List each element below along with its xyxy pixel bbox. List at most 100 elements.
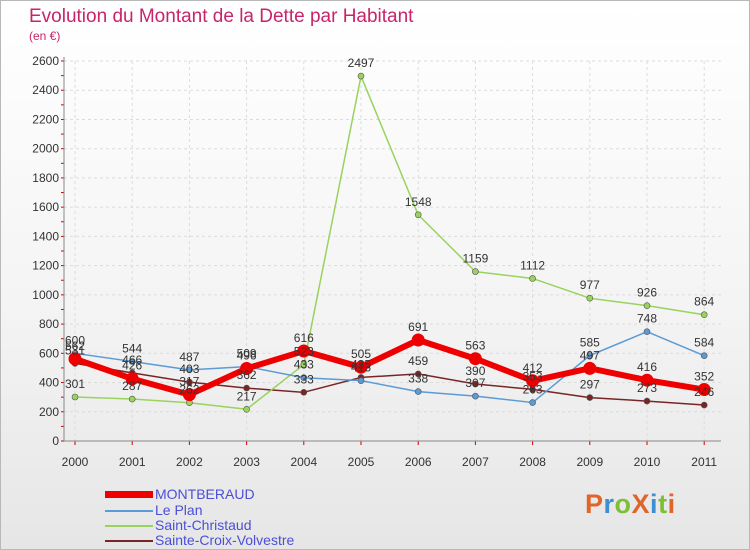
data-label-sainte-croix-volvestre: 435 bbox=[351, 357, 371, 371]
data-point-le-plan bbox=[357, 377, 365, 384]
data-point-sainte-croix-volvestre bbox=[700, 401, 708, 409]
data-point-montberaud bbox=[125, 372, 139, 386]
y-tick-label: 2000 bbox=[32, 142, 59, 156]
data-label-sainte-croix-volvestre: 459 bbox=[408, 354, 428, 368]
data-point-sainte-croix-volvestre bbox=[414, 370, 422, 378]
series-line-sainte-croix-volvestre bbox=[74, 362, 705, 406]
axes: 0 200 400 600 800 1000 1200 1400 1600 1800 2000 220… bbox=[32, 54, 721, 469]
data-point-saint-christaud bbox=[300, 361, 308, 368]
data-label-saint-christaud: 1159 bbox=[462, 252, 488, 266]
y-tick-label: 400 bbox=[39, 376, 59, 390]
x-tick-label: 2008 bbox=[519, 455, 546, 469]
logo-letter: P bbox=[585, 489, 604, 519]
x-tick-label: 2007 bbox=[462, 455, 489, 469]
x-tick-label: 2006 bbox=[405, 455, 432, 469]
data-labels: 5624263174966165056915634124974163526005… bbox=[65, 56, 715, 403]
data-label-montberaud: 317 bbox=[179, 375, 199, 389]
data-label-sainte-croix-volvestre: 297 bbox=[580, 378, 600, 392]
x-tick-label: 2001 bbox=[119, 455, 146, 469]
x-tick-label: 2004 bbox=[290, 455, 317, 469]
data-label-le-plan: 748 bbox=[637, 312, 657, 326]
data-point-le-plan bbox=[472, 392, 479, 400]
data-point-saint-christaud bbox=[472, 268, 479, 275]
data-label-saint-christaud: 864 bbox=[694, 295, 714, 309]
data-label-montberaud: 497 bbox=[580, 348, 600, 362]
data-point-montberaud bbox=[468, 352, 482, 366]
chart-subtitle: (en €) bbox=[29, 29, 61, 43]
x-tick-label: 2002 bbox=[176, 455, 203, 469]
data-label-le-plan: 585 bbox=[580, 336, 600, 350]
data-label-saint-christaud: 301 bbox=[65, 377, 85, 391]
y-tick-label: 2400 bbox=[32, 83, 59, 97]
data-point-montberaud bbox=[411, 333, 425, 347]
data-label-sainte-croix-volvestre: 390 bbox=[465, 364, 485, 378]
data-point-sainte-croix-volvestre bbox=[643, 397, 651, 405]
data-point-sainte-croix-volvestre bbox=[300, 389, 308, 396]
data-point-sainte-croix-volvestre bbox=[472, 380, 479, 388]
series-lines bbox=[68, 72, 711, 413]
data-point-saint-christaud bbox=[700, 311, 708, 319]
data-label-montberaud: 562 bbox=[65, 339, 85, 353]
data-label-saint-christaud: 926 bbox=[637, 286, 657, 300]
legend-label-montberaud: MONTBERAUD bbox=[155, 486, 255, 502]
data-label-le-plan: 433 bbox=[294, 358, 314, 372]
data-point-saint-christaud bbox=[643, 302, 651, 309]
legend-swatch-saint-christaud bbox=[105, 525, 153, 527]
data-point-montberaud bbox=[583, 361, 597, 375]
data-label-le-plan: 307 bbox=[465, 376, 485, 390]
data-point-montberaud bbox=[68, 352, 82, 366]
data-point-sainte-croix-volvestre bbox=[186, 378, 193, 386]
data-point-montberaud bbox=[697, 383, 711, 397]
y-tick-label: 1000 bbox=[32, 288, 59, 302]
y-tick-label: 200 bbox=[39, 405, 59, 419]
series-line-saint-christaud bbox=[74, 75, 705, 411]
legend-label-le-plan: Le Plan bbox=[155, 502, 203, 518]
y-tick-label: 800 bbox=[39, 317, 59, 331]
data-label-sainte-croix-volvestre: 531 bbox=[65, 343, 85, 357]
legend-label-sainte-croix-volvestre: Sainte-Croix-Volvestre bbox=[155, 532, 295, 548]
x-tick-label: 2011 bbox=[691, 455, 717, 469]
data-point-saint-christaud bbox=[357, 72, 365, 80]
data-label-le-plan: 584 bbox=[694, 336, 714, 350]
y-tick-label: 1800 bbox=[32, 171, 59, 185]
grid-lines bbox=[64, 60, 721, 442]
data-label-saint-christaud: 977 bbox=[580, 278, 600, 292]
x-tick-label: 2005 bbox=[348, 455, 375, 469]
chart-title: Evolution du Montant de la Dette par Hab… bbox=[29, 6, 414, 27]
data-label-le-plan: 544 bbox=[122, 341, 142, 355]
data-label-saint-christaud: 2497 bbox=[348, 56, 375, 70]
legend-swatch-montberaud bbox=[105, 491, 153, 498]
data-label-montberaud: 416 bbox=[637, 360, 657, 374]
legend-swatch-le-plan bbox=[105, 510, 153, 512]
data-point-saint-christaud bbox=[414, 211, 422, 219]
y-tick-label: 2200 bbox=[32, 112, 59, 126]
data-point-le-plan bbox=[700, 352, 708, 359]
proxiti-logo: ProXiti bbox=[585, 489, 676, 520]
y-tick-label: 1200 bbox=[32, 259, 59, 273]
data-label-le-plan: 263 bbox=[523, 383, 543, 397]
data-label-saint-christaud: 1112 bbox=[520, 258, 545, 272]
data-point-le-plan bbox=[128, 358, 136, 365]
data-point-saint-christaud bbox=[243, 405, 250, 413]
data-label-montberaud: 691 bbox=[408, 320, 428, 334]
logo-letter: t bbox=[658, 489, 668, 519]
data-label-le-plan: 509 bbox=[237, 347, 257, 361]
y-tick-label: 600 bbox=[39, 346, 59, 360]
data-label-montberaud: 352 bbox=[694, 370, 714, 384]
data-point-montberaud bbox=[526, 374, 540, 388]
data-point-le-plan bbox=[186, 366, 193, 374]
data-point-montberaud bbox=[297, 344, 311, 358]
data-point-le-plan bbox=[414, 388, 422, 395]
data-label-montberaud: 505 bbox=[351, 347, 371, 361]
logo-letter: X bbox=[631, 489, 651, 519]
data-point-le-plan bbox=[529, 399, 536, 406]
y-tick-label: 2600 bbox=[32, 54, 59, 68]
data-label-sainte-croix-volvestre: 403 bbox=[179, 362, 199, 376]
data-label-sainte-croix-volvestre: 362 bbox=[237, 368, 257, 382]
data-point-saint-christaud bbox=[71, 393, 79, 401]
data-label-sainte-croix-volvestre: 333 bbox=[294, 372, 314, 386]
data-point-saint-christaud bbox=[586, 294, 594, 302]
data-label-montberaud: 412 bbox=[523, 361, 543, 375]
data-label-montberaud: 616 bbox=[294, 331, 314, 345]
